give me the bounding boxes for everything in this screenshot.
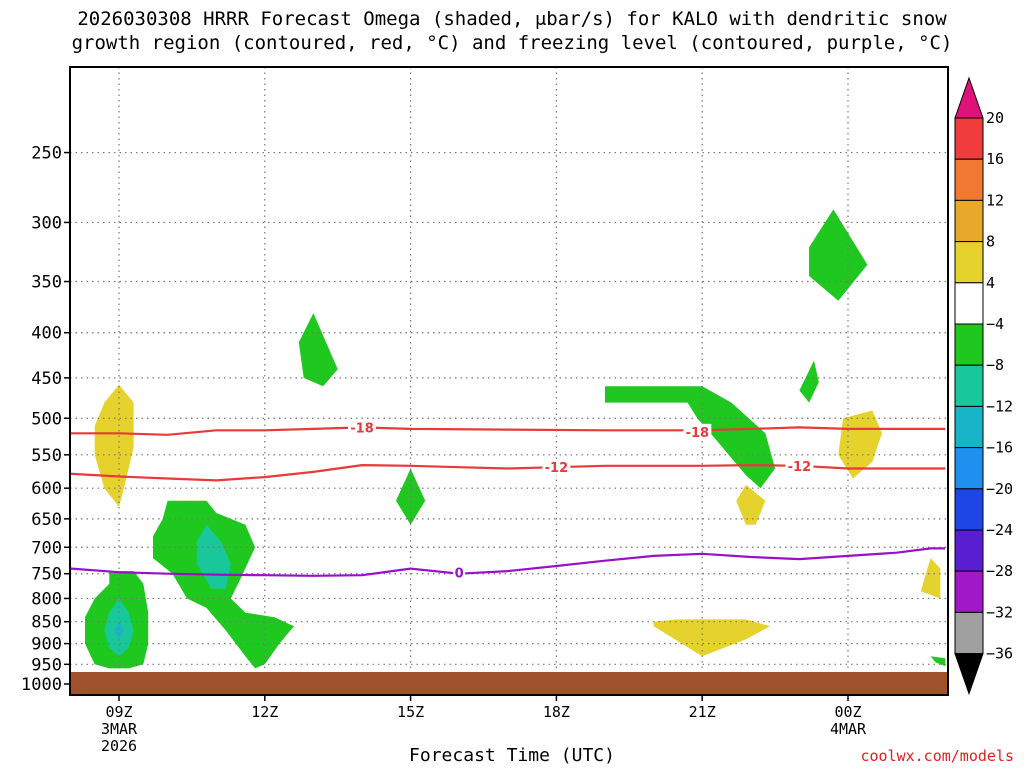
y-tick-label: 550 (31, 446, 62, 466)
y-tick-label: 350 (31, 273, 62, 293)
contour-line (70, 463, 946, 482)
omega-region (653, 619, 771, 657)
source-credit: coolwx.com/models (860, 747, 1014, 765)
x-tick-label: 12Z (251, 703, 278, 721)
omega-shading (85, 209, 946, 669)
omega-region (605, 386, 776, 489)
colorbar-swatch (954, 199, 984, 243)
x-tick-label: 21Z (689, 703, 716, 721)
omega-region (809, 209, 868, 301)
x-tick-label: 09Z (105, 703, 132, 721)
colorbar-swatch (954, 117, 984, 160)
omega-region (930, 656, 946, 667)
chart-title-line1: 2026030308 HRRR Forecast Omega (shaded, … (77, 8, 947, 30)
colorbar-label: −4 (986, 315, 1004, 333)
contour-label-bg (683, 423, 712, 440)
colorbar-bottom-arrow (954, 653, 984, 696)
colorbar-swatch (954, 405, 984, 449)
colorbar-swatch (954, 158, 984, 201)
y-tick-label: 900 (31, 635, 62, 655)
colorbar-label: −32 (986, 603, 1013, 621)
colorbar-label: 4 (986, 274, 995, 292)
x-tick-label: 3MAR (101, 720, 138, 738)
y-tick-label: 300 (31, 213, 62, 233)
colorbar-label: 12 (986, 191, 1004, 209)
omega-region (838, 410, 882, 479)
colorbar-swatch (954, 488, 984, 531)
y-tick-label: 600 (31, 479, 62, 499)
y-tick-label: 850 (31, 613, 62, 633)
y-tick-label: 250 (31, 144, 62, 164)
colorbar-label: 16 (986, 150, 1004, 168)
colorbar-label: −36 (986, 645, 1013, 663)
contour-label: 0 (455, 567, 464, 582)
colorbar-label: −8 (986, 356, 1004, 374)
plot-border (69, 66, 949, 696)
contour-label: -12 (545, 461, 569, 476)
colorbar-label: −24 (986, 521, 1013, 539)
contour-label-bg (785, 457, 814, 474)
x-tick-label: 00Z (834, 703, 861, 721)
contour-label: -18 (350, 421, 374, 436)
colorbar-top-arrow (954, 76, 984, 119)
colorbar-swatch (954, 529, 984, 572)
x-tick-label: 15Z (397, 703, 424, 721)
ground-strip (70, 672, 948, 695)
contour-label-bg (453, 564, 466, 581)
grid-lines (70, 67, 948, 672)
x-tick-label: 18Z (543, 703, 570, 721)
y-tick-label: 500 (31, 409, 62, 429)
contours (70, 426, 946, 577)
omega-region (298, 313, 338, 387)
colorbar-swatch (954, 323, 984, 366)
y-tick-label: 450 (31, 369, 62, 389)
colorbar-label: 8 (986, 233, 995, 251)
y-tick-label: 650 (31, 510, 62, 530)
colorbar-swatch (954, 447, 984, 490)
colorbar-label: −12 (986, 397, 1013, 415)
contour-label-bg (542, 459, 571, 476)
y-tick-label: 700 (31, 538, 62, 558)
omega-region (196, 524, 231, 589)
colorbar-swatch (954, 570, 984, 613)
colorbar-label: 20 (986, 109, 1004, 127)
colorbar-swatch (954, 611, 984, 655)
contour-label: -12 (788, 460, 812, 475)
contour-line (70, 426, 946, 436)
y-tick-label: 400 (31, 324, 62, 344)
colorbar-swatch (954, 282, 984, 325)
omega-region (736, 485, 766, 525)
omega-region (114, 621, 124, 640)
colorbar-label: −16 (986, 439, 1013, 457)
y-tick-label: 1000 (21, 675, 62, 695)
y-tick-label: 750 (31, 565, 62, 585)
contour-line (70, 547, 946, 577)
colorbar-label: −20 (986, 480, 1013, 498)
x-tick-label: 4MAR (830, 720, 867, 738)
x-tick-label: 2026 (101, 737, 137, 755)
contour-label-bg (348, 419, 376, 436)
y-tick-label: 800 (31, 589, 62, 609)
y-tick-label: 950 (31, 655, 62, 675)
colorbar-label: −28 (986, 562, 1013, 580)
omega-region (920, 558, 941, 599)
colorbar-swatch (954, 241, 984, 284)
contour-label: -18 (686, 426, 710, 441)
omega-region (799, 360, 819, 403)
x-axis-title: Forecast Time (UTC) (409, 745, 615, 766)
chart-title-line2: growth region (contoured, red, °C) and f… (71, 32, 953, 54)
colorbar-swatch (954, 364, 984, 407)
